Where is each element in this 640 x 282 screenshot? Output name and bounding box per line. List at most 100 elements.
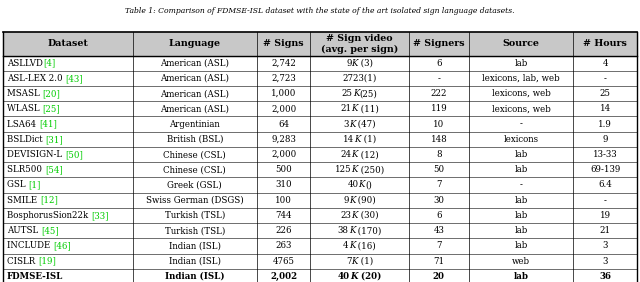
Text: [33]: [33] [91,211,109,220]
Text: # Signs: # Signs [263,39,304,49]
Text: ASLLVD: ASLLVD [7,59,43,68]
Text: American (ASL): American (ASL) [161,59,229,68]
Text: (25): (25) [360,89,378,98]
Text: 7: 7 [436,180,442,190]
Text: lab: lab [515,150,528,159]
Text: 4765: 4765 [273,257,294,266]
Text: K: K [349,196,355,205]
Text: (avg. per sign): (avg. per sign) [321,45,398,54]
Text: 25: 25 [342,89,353,98]
Text: 263: 263 [275,241,292,250]
Text: 9: 9 [346,59,351,68]
Text: 24: 24 [340,150,351,159]
Text: MSASL: MSASL [7,89,42,98]
Text: Chinese (CSL): Chinese (CSL) [163,165,226,174]
Text: K: K [349,241,355,250]
Text: Source: Source [503,39,540,49]
Text: 43: 43 [433,226,444,235]
Text: (30): (30) [358,211,379,220]
Text: SLR500: SLR500 [7,165,45,174]
Text: 21: 21 [340,104,351,113]
Text: # Hours: # Hours [583,39,627,49]
Text: lab: lab [515,241,528,250]
Text: 222: 222 [431,89,447,98]
Text: 119: 119 [431,104,447,113]
Text: lab: lab [514,272,529,281]
Text: [4]: [4] [43,59,55,68]
Text: [54]: [54] [45,165,63,174]
Text: (90): (90) [355,196,376,205]
Text: 9: 9 [343,196,349,205]
Text: 4: 4 [343,241,349,250]
Text: K: K [350,272,358,281]
Text: [50]: [50] [65,150,83,159]
Text: AUTSL: AUTSL [7,226,41,235]
Text: 19: 19 [600,211,611,220]
Text: 23: 23 [340,211,351,220]
Text: K: K [358,180,365,190]
Text: 6: 6 [436,59,442,68]
Text: 3: 3 [602,257,608,266]
Text: (170): (170) [355,226,381,235]
Text: 3: 3 [602,241,608,250]
Text: (11): (11) [358,104,379,113]
Text: 50: 50 [433,165,444,174]
Text: Chinese (CSL): Chinese (CSL) [163,150,226,159]
Text: INCLUDE: INCLUDE [7,241,53,250]
Text: 148: 148 [431,135,447,144]
Text: 2,742: 2,742 [271,59,296,68]
Text: 100: 100 [275,196,292,205]
Text: K: K [351,59,358,68]
Text: Argentinian: Argentinian [170,120,220,129]
Text: -: - [604,196,607,205]
Text: (16): (16) [355,241,376,250]
Text: 7: 7 [436,241,442,250]
Text: (1): (1) [361,135,376,144]
Text: 4: 4 [602,59,608,68]
Text: web: web [512,257,530,266]
Text: # Signers: # Signers [413,39,465,49]
Text: 1,000: 1,000 [271,89,296,98]
Text: (): () [365,180,372,190]
Text: 7: 7 [346,257,351,266]
Text: 14: 14 [343,135,355,144]
Text: lexicons, web: lexicons, web [492,89,550,98]
Text: (3): (3) [358,59,373,68]
Text: American (ASL): American (ASL) [161,74,229,83]
Text: 40: 40 [348,180,358,190]
Text: [1]: [1] [28,180,41,190]
Text: 40: 40 [338,272,350,281]
Text: 9,283: 9,283 [271,135,296,144]
Text: LSA64: LSA64 [7,120,39,129]
Text: DEVISIGN-L: DEVISIGN-L [7,150,65,159]
Text: K: K [351,257,358,266]
Text: 36: 36 [599,272,611,281]
Text: Indian (ISL): Indian (ISL) [169,257,221,266]
Text: # Sign video: # Sign video [326,34,393,43]
Text: Indian (ISL): Indian (ISL) [165,272,225,281]
Text: -: - [520,180,523,190]
Text: 125: 125 [335,165,351,174]
Text: SMILE: SMILE [7,196,40,205]
Text: 744: 744 [275,211,292,220]
Text: 8: 8 [436,150,442,159]
Text: [43]: [43] [65,74,83,83]
Text: Indian (ISL): Indian (ISL) [169,241,221,250]
Text: WLASL: WLASL [7,104,42,113]
Text: [20]: [20] [42,89,60,98]
Text: lab: lab [515,226,528,235]
Text: lexicons: lexicons [504,135,539,144]
Text: -: - [604,74,607,83]
Text: 226: 226 [275,226,292,235]
Text: (12): (12) [358,150,379,159]
Text: 6.4: 6.4 [598,180,612,190]
Text: [41]: [41] [39,120,57,129]
Text: K: K [349,226,355,235]
Text: lab: lab [515,211,528,220]
Text: 25: 25 [600,89,611,98]
Text: 3: 3 [343,120,349,129]
Text: K: K [351,211,358,220]
Text: (1): (1) [358,257,373,266]
Text: American (ASL): American (ASL) [161,89,229,98]
Text: [31]: [31] [45,135,63,144]
